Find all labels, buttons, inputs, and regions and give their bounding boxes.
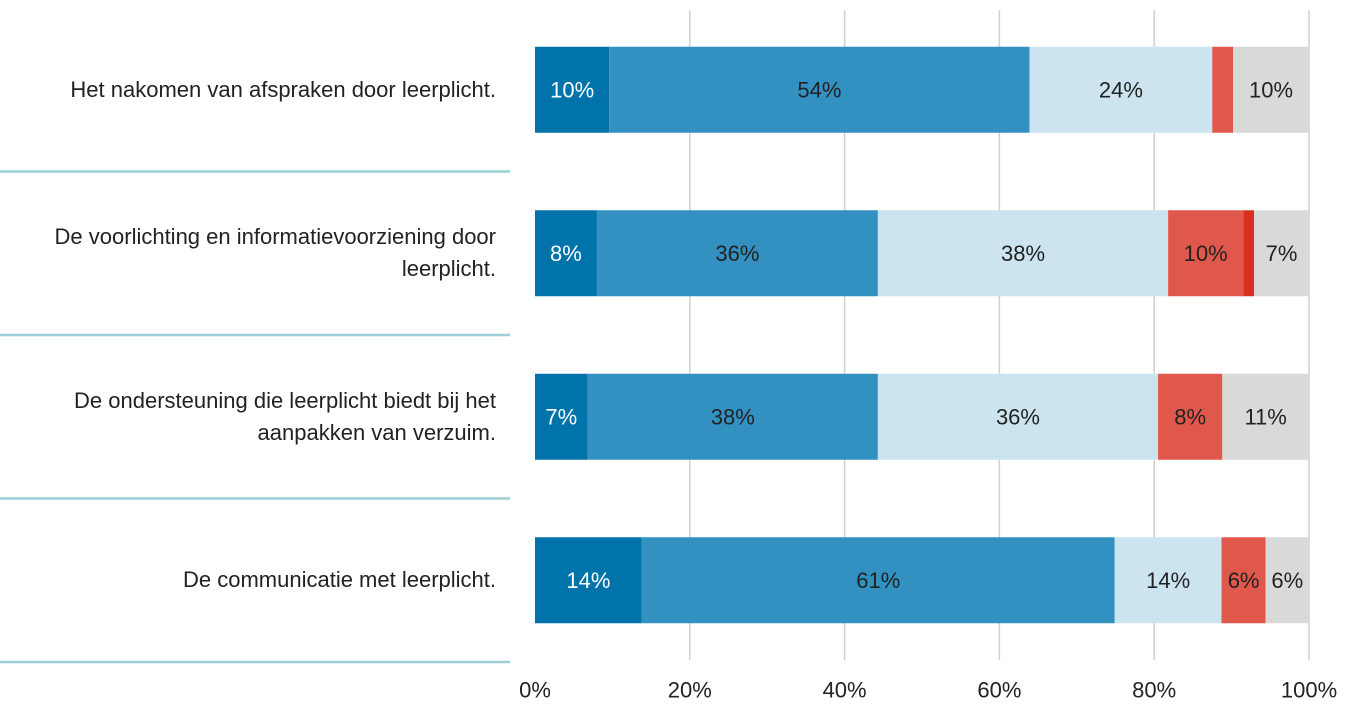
data-label: 38% xyxy=(711,404,755,429)
data-label: 8% xyxy=(1174,404,1206,429)
x-tick-label: 20% xyxy=(668,678,712,703)
bar-segment xyxy=(535,373,588,460)
bar-segment xyxy=(641,537,1115,624)
data-label: 14% xyxy=(1146,568,1190,593)
data-label: 11% xyxy=(1244,404,1286,429)
bar-segment xyxy=(535,537,642,624)
bar-segment xyxy=(1265,537,1309,624)
data-label: 14% xyxy=(566,568,610,593)
x-tick-label: 0% xyxy=(519,678,551,703)
data-label: 36% xyxy=(996,404,1040,429)
bar-segment xyxy=(1243,210,1255,297)
bar-segment xyxy=(1233,46,1309,133)
data-label: 54% xyxy=(797,77,841,102)
data-label: 6% xyxy=(1228,568,1260,593)
data-label: 38% xyxy=(1001,241,1045,266)
bar-segment xyxy=(877,373,1159,460)
data-label: 36% xyxy=(715,241,759,266)
category-label: De communicatie met leerplicht. xyxy=(182,567,496,593)
bar-segment xyxy=(587,373,878,460)
data-label: 61% xyxy=(856,568,900,593)
data-label: 7% xyxy=(1266,241,1298,266)
x-tick-label: 80% xyxy=(1132,678,1176,703)
bar-segment xyxy=(1168,210,1244,297)
data-label: 24% xyxy=(1099,77,1143,102)
x-tick-label: 60% xyxy=(977,678,1021,703)
bar-segment xyxy=(609,46,1030,133)
bar-segment xyxy=(1254,210,1309,297)
data-label: 7% xyxy=(545,404,577,429)
data-label: 10% xyxy=(1184,241,1228,266)
category-label: De voorlichting en informatievoorziening… xyxy=(54,224,496,282)
category-label: Het nakomen van afspraken door leerplich… xyxy=(70,76,496,102)
bar-segment xyxy=(596,210,878,297)
bar-segment xyxy=(1221,537,1266,624)
bar-segment xyxy=(1222,373,1309,460)
bar-segment xyxy=(535,46,610,133)
x-tick-label: 40% xyxy=(823,678,867,703)
bar-segment xyxy=(1029,46,1213,133)
bar-segment xyxy=(1158,373,1223,460)
data-label: 8% xyxy=(550,241,582,266)
bar-segment xyxy=(877,210,1169,297)
bar-segment xyxy=(1212,46,1234,133)
data-label: 10% xyxy=(1249,77,1293,102)
bar-segment xyxy=(1114,537,1222,624)
data-label: 10% xyxy=(550,77,594,102)
data-label: 6% xyxy=(1271,568,1303,593)
category-label: De ondersteuning die leerplicht biedt bi… xyxy=(74,387,496,445)
x-tick-label: 100% xyxy=(1281,678,1337,703)
bar-segment xyxy=(535,210,597,297)
